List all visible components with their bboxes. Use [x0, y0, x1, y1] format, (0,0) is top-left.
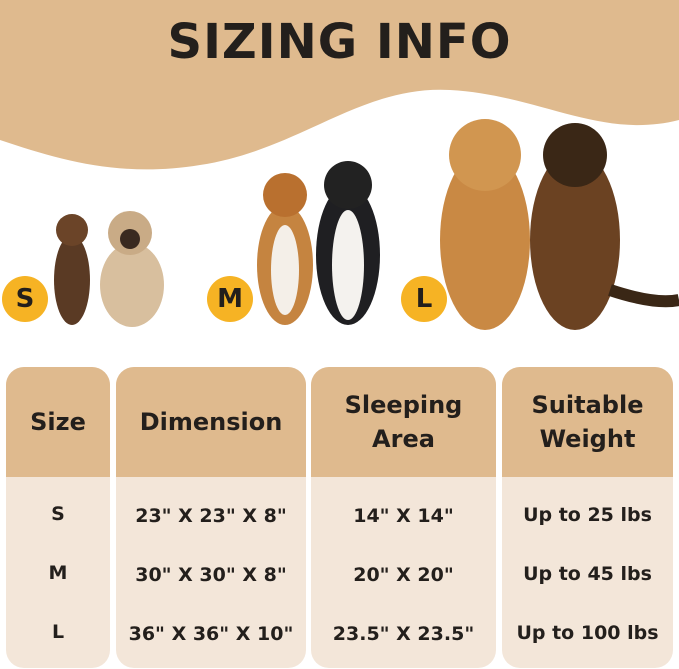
cell-weight-m: Up to 45 lbs [523, 563, 652, 585]
cell-sleeping-s: 14" X 14" [353, 505, 454, 527]
header-size: Size [6, 367, 110, 477]
small-dogs-image [54, 211, 164, 327]
header-sleeping-area: Sleeping Area [311, 367, 496, 477]
cell-size-m: M [48, 562, 68, 584]
header-dimension: Dimension [116, 367, 306, 477]
cell-weight-l: Up to 100 lbs [516, 622, 659, 644]
size-badge-s: S [2, 276, 48, 322]
cell-dimension-m: 30" X 30" X 8" [135, 564, 287, 586]
cell-dimension-s: 23" X 23" X 8" [135, 505, 287, 527]
size-badge-l: L [401, 276, 447, 322]
cell-sleeping-l: 23.5" X 23.5" [332, 623, 475, 645]
column-sleeping-area: Sleeping Area 14" X 14" 20" X 20" 23.5" … [311, 367, 496, 668]
column-suitable-weight: Suitable Weight Up to 25 lbs Up to 45 lb… [502, 367, 673, 668]
cell-size-s: S [51, 503, 65, 525]
size-badge-m: M [207, 276, 253, 322]
column-dimension: Dimension 23" X 23" X 8" 30" X 30" X 8" … [116, 367, 306, 668]
column-size: Size S M L [6, 367, 110, 668]
cell-size-l: L [51, 621, 65, 643]
banner-background [0, 0, 679, 170]
cell-sleeping-m: 20" X 20" [353, 564, 454, 586]
large-dogs-image [440, 119, 679, 330]
page-title: SIZING INFO [167, 14, 512, 70]
header-suitable-weight: Suitable Weight [502, 367, 673, 477]
medium-dogs-image [257, 161, 380, 325]
cell-weight-s: Up to 25 lbs [523, 504, 652, 526]
cell-dimension-l: 36" X 36" X 10" [128, 623, 294, 645]
